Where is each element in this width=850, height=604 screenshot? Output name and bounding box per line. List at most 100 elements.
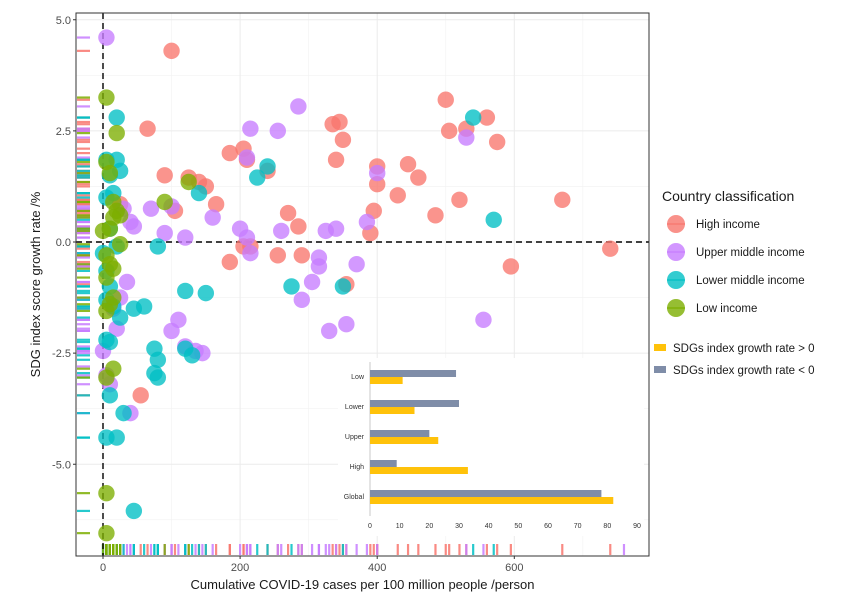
point-low-income [98,369,115,386]
point-high-income [293,247,310,264]
point-high-income [437,91,454,108]
inset-bar-positive-lower [370,407,415,414]
y-axis-title: SDG index score growth rate /% [28,191,43,377]
inset-category-label: Global [344,494,365,501]
inset-bar-negative-high [370,460,397,467]
point-upper-middle-income [358,213,376,231]
inset-x-tick-label: 50 [514,523,522,530]
inset-x-tick-label: 10 [396,523,404,530]
x-tick-label: 200 [231,562,249,574]
inset-x-tick-label: 20 [425,523,433,530]
point-high-income [602,240,619,257]
point-high-income [163,42,180,60]
point-lower-middle-income [259,158,276,175]
legend-label-inset: SDGs index growth rate > 0 [673,343,815,355]
point-low-income [101,164,119,182]
inset-x-tick-label: 30 [455,523,463,530]
point-low-income [108,124,125,142]
point-upper-middle-income [177,229,194,246]
inset-category-label: Upper [345,434,365,441]
point-lower-middle-income [125,502,143,520]
rug-plots [77,36,626,555]
legend-label-inset: SDGs index growth rate < 0 [673,365,815,377]
point-lower-middle-income [334,278,352,295]
point-upper-middle-income [156,224,173,242]
inset-bar-positive-high [370,467,468,474]
point-high-income [427,207,444,224]
x-tick-label: 400 [368,562,386,574]
point-high-income [488,133,506,151]
point-lower-middle-income [283,278,300,295]
inset-x-tick-label: 70 [574,523,582,530]
point-upper-middle-income [303,273,321,291]
point-high-income [207,196,225,213]
inset-bar-negative-global [370,490,602,497]
point-upper-middle-income [242,244,259,262]
point-lower-middle-income [197,284,215,302]
point-high-income [331,113,348,131]
point-high-income [410,169,427,186]
point-lower-middle-income [98,331,115,348]
point-upper-middle-income [369,164,386,182]
point-low-income [98,524,115,542]
inset-category-label: Low [351,374,365,381]
point-upper-middle-income [338,316,355,333]
point-upper-middle-income [310,258,328,275]
point-low-income [111,236,129,253]
legend-label: Upper middle income [696,247,805,259]
inset-bar-positive-low [370,377,403,384]
point-lower-middle-income [149,351,167,368]
inset-x-tick-label: 60 [544,523,552,530]
point-upper-middle-income [327,220,345,237]
legend-key-inset-negative [654,366,666,373]
scatter-points [94,29,633,542]
point-high-income [389,187,406,204]
point-upper-middle-income [293,291,310,308]
point-lower-middle-income [108,429,125,446]
inset-bar-negative-low [370,370,457,377]
point-lower-middle-income [190,184,208,202]
legend-label: Lower middle income [696,275,805,287]
point-high-income [279,204,297,222]
point-lower-middle-income [249,169,266,186]
point-low-income [101,220,119,237]
inset-bar-negative-upper [370,430,430,437]
point-low-income [111,207,129,224]
inset-background [338,358,644,536]
point-low-income [156,193,173,211]
inset-x-tick-label: 90 [633,523,641,530]
point-low-income [98,484,115,502]
point-high-income [132,387,149,404]
legend-title: Country classification [662,188,794,204]
inset-x-tick-label: 0 [368,523,372,530]
point-lower-middle-income [108,109,125,126]
x-tick-label: 600 [505,562,523,574]
point-upper-middle-income [238,149,256,166]
y-tick-label: -5.0 [52,459,71,471]
x-tick-label: 0 [100,562,106,574]
inset-bar-chart: 0 10 20 30 40 50 60 70 80 90 Global High Upper Lower L… [338,358,644,536]
point-upper-middle-income [238,229,256,246]
point-upper-middle-income [458,129,475,146]
point-upper-middle-income [125,218,143,235]
y-tick-label: 2.5 [56,126,71,138]
point-lower-middle-income [149,369,167,386]
point-lower-middle-income [115,404,132,422]
inset-bar-negative-lower [370,400,459,407]
plot-panel-border [75,12,650,557]
point-high-income [440,122,458,140]
legend-label: Low income [696,303,757,315]
point-high-income [221,144,239,162]
point-lower-middle-income [183,347,201,364]
point-upper-middle-income [142,200,160,217]
point-upper-middle-income [242,120,259,137]
inset-category-label: Lower [345,404,365,411]
y-tick-label: 0.0 [56,237,71,249]
inset-x-tick-label: 80 [603,523,611,530]
point-lower-middle-income [485,211,502,228]
point-high-income [451,191,468,208]
point-upper-middle-income [170,311,187,328]
point-high-income [221,253,239,271]
point-lower-middle-income [111,309,129,326]
